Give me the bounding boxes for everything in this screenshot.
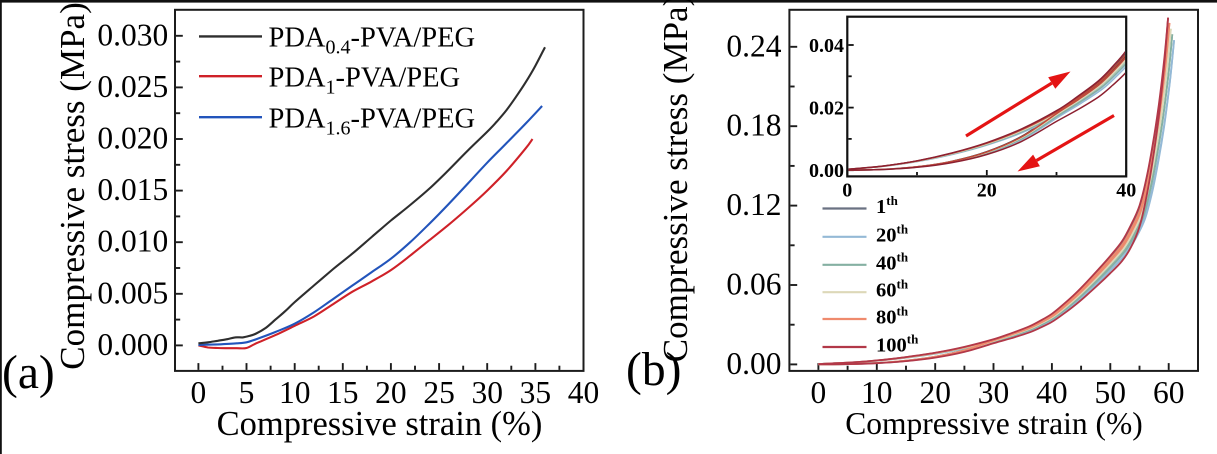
svg-text:50: 50 [1095,375,1127,410]
svg-text:0.010: 0.010 [97,224,168,259]
svg-text:100th: 100th [876,332,919,357]
svg-text:PDA0.4-PVA/PEG: PDA0.4-PVA/PEG [269,23,476,59]
svg-text:0.00: 0.00 [726,346,781,381]
svg-text:0.12: 0.12 [726,187,781,222]
svg-text:0.06: 0.06 [726,267,781,302]
svg-text:(a): (a) [2,347,55,399]
svg-text:35: 35 [520,375,552,410]
svg-text:0.000: 0.000 [97,327,168,362]
svg-text:25: 25 [423,375,455,410]
svg-text:0: 0 [842,180,852,202]
svg-text:0.015: 0.015 [97,172,168,207]
svg-text:40: 40 [1116,180,1136,202]
svg-text:0.00: 0.00 [809,160,844,182]
svg-text:5: 5 [239,375,255,410]
svg-text:(b): (b) [626,344,681,396]
svg-text:20: 20 [375,375,407,410]
svg-text:Compressive stress (MPa): Compressive stress (MPa) [656,0,695,362]
svg-text:0: 0 [191,375,207,410]
svg-text:10: 10 [861,375,893,410]
svg-text:0.24: 0.24 [726,28,781,63]
svg-text:0.025: 0.025 [97,69,168,104]
svg-text:15: 15 [327,375,359,410]
svg-text:40: 40 [1036,375,1068,410]
svg-text:30: 30 [978,375,1010,410]
svg-text:0: 0 [811,375,827,410]
svg-text:20: 20 [977,180,997,202]
svg-text:60: 60 [1153,375,1185,410]
svg-text:0.005: 0.005 [97,275,168,310]
svg-text:Compressive strain (%): Compressive strain (%) [217,405,543,443]
svg-text:Compressive stress (MPa): Compressive stress (MPa) [53,2,92,369]
svg-text:0.04: 0.04 [809,35,844,57]
svg-text:0.020: 0.020 [97,121,168,156]
svg-text:10: 10 [279,375,311,410]
svg-text:0.18: 0.18 [726,108,781,143]
svg-text:40: 40 [568,375,600,410]
svg-text:PDA1.6-PVA/PEG: PDA1.6-PVA/PEG [269,103,476,139]
svg-text:30: 30 [471,375,503,410]
svg-text:PDA1-PVA/PEG: PDA1-PVA/PEG [269,62,461,98]
svg-text:20: 20 [919,375,951,410]
svg-text:0.030: 0.030 [97,17,168,52]
svg-text:0.02: 0.02 [809,98,844,120]
svg-text:Compressive strain (%): Compressive strain (%) [845,406,1142,441]
